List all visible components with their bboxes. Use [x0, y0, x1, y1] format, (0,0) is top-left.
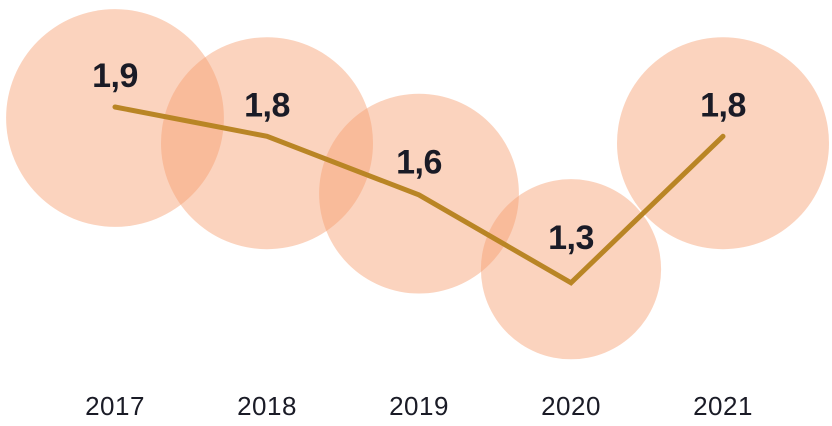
value-labels-layer: 1,9 1,8 1,6 1,3 1,8 — [92, 57, 746, 257]
value-label-2017: 1,9 — [92, 57, 138, 95]
axis-label-2018: 2018 — [237, 391, 297, 421]
axis-label-2017: 2017 — [85, 391, 145, 421]
bubble-2021 — [617, 37, 829, 250]
trend-line — [112, 104, 726, 286]
axis-label-2020: 2020 — [541, 391, 601, 421]
axis-label-2021: 2021 — [693, 391, 753, 421]
bubble-2018 — [161, 37, 373, 250]
value-label-2019: 1,6 — [396, 144, 442, 182]
axis-label-2019: 2019 — [389, 391, 449, 421]
bubble-2017 — [6, 9, 224, 227]
x-axis-labels-layer: 2017 2018 2019 2020 2021 — [85, 391, 753, 421]
value-label-2020: 1,3 — [548, 219, 594, 257]
value-label-2018: 1,8 — [244, 86, 290, 124]
bubbles-layer — [6, 9, 829, 360]
trend-line-layer — [112, 104, 726, 286]
bubble-2020 — [480, 179, 662, 360]
value-label-2021: 1,8 — [700, 86, 746, 124]
